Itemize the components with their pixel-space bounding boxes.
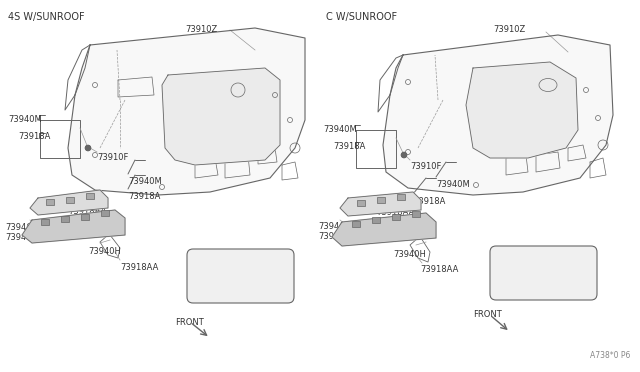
Text: 4S W/SUNROOF: 4S W/SUNROOF xyxy=(8,12,84,22)
Text: 73918A: 73918A xyxy=(18,132,51,141)
Text: 739670: 739670 xyxy=(255,277,287,286)
Bar xyxy=(101,210,109,216)
Circle shape xyxy=(401,153,406,157)
Bar xyxy=(61,216,69,222)
Bar xyxy=(81,214,89,220)
Text: FRONT: FRONT xyxy=(473,310,502,319)
Text: 73940M: 73940M xyxy=(8,115,42,124)
Polygon shape xyxy=(30,190,108,215)
Text: 73940H: 73940H xyxy=(393,250,426,259)
Bar xyxy=(377,197,385,203)
Text: 73918A: 73918A xyxy=(333,142,365,151)
Text: 73947M(LH): 73947M(LH) xyxy=(318,232,369,241)
Circle shape xyxy=(86,145,90,151)
Bar xyxy=(392,214,400,220)
Circle shape xyxy=(401,153,406,157)
Polygon shape xyxy=(466,62,578,158)
Text: 73946N(RH): 73946N(RH) xyxy=(5,223,57,232)
Text: 73947M(LH): 73947M(LH) xyxy=(5,233,56,242)
Text: 73940M: 73940M xyxy=(323,125,356,134)
Bar xyxy=(352,221,360,227)
Text: 73918AA: 73918AA xyxy=(376,208,414,217)
FancyBboxPatch shape xyxy=(490,246,597,300)
Text: 73910F: 73910F xyxy=(97,153,129,162)
Polygon shape xyxy=(332,213,436,246)
Text: 73940M: 73940M xyxy=(436,180,470,189)
Circle shape xyxy=(86,145,90,151)
Bar xyxy=(357,200,365,206)
Bar xyxy=(86,193,94,199)
Text: 73918AA: 73918AA xyxy=(120,263,158,272)
Text: 73918AA: 73918AA xyxy=(68,207,106,216)
Bar xyxy=(41,219,49,225)
Text: 73918A: 73918A xyxy=(128,192,161,201)
Bar xyxy=(412,211,420,217)
Text: 73910Z: 73910Z xyxy=(185,25,217,34)
Text: 73910F: 73910F xyxy=(410,162,442,171)
Polygon shape xyxy=(68,28,305,195)
Polygon shape xyxy=(162,68,280,165)
Text: 73910Z: 73910Z xyxy=(493,25,525,34)
Polygon shape xyxy=(22,210,125,243)
Polygon shape xyxy=(383,35,613,195)
Text: C W/SUNROOF: C W/SUNROOF xyxy=(326,12,397,22)
Bar xyxy=(397,194,405,200)
Text: 73946N(RH): 73946N(RH) xyxy=(318,222,370,231)
Text: 73940H: 73940H xyxy=(88,247,121,256)
Text: 739670: 739670 xyxy=(558,277,590,286)
Bar xyxy=(66,197,74,203)
Text: 73918AA: 73918AA xyxy=(420,265,458,274)
Text: FRONT: FRONT xyxy=(175,318,204,327)
FancyBboxPatch shape xyxy=(187,249,294,303)
Bar xyxy=(46,199,54,205)
Polygon shape xyxy=(340,192,421,216)
Text: 73918A: 73918A xyxy=(413,197,445,206)
Bar xyxy=(372,217,380,223)
Text: A738*0 P6: A738*0 P6 xyxy=(589,351,630,360)
Text: 73940M: 73940M xyxy=(128,177,162,186)
